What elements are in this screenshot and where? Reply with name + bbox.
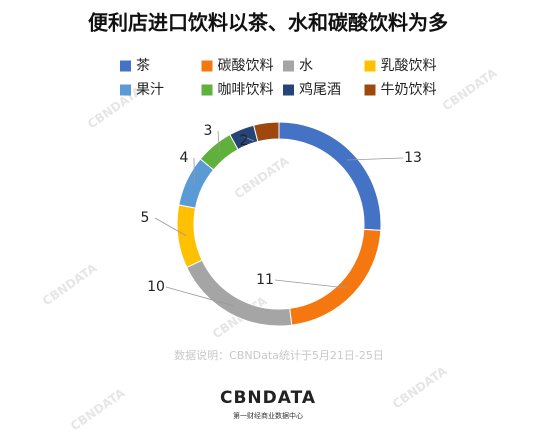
legend-label: 牛奶饮料 <box>381 82 437 98</box>
data-label: 4 <box>180 150 189 166</box>
data-label: 11 <box>256 272 274 288</box>
donut-segment <box>289 228 382 326</box>
legend-label: 果汁 <box>136 82 164 98</box>
data-label: 13 <box>404 150 422 166</box>
legend-swatch <box>120 84 131 96</box>
leader-line <box>165 286 235 307</box>
legend-swatch <box>283 84 294 96</box>
watermark: CBNDATA <box>40 260 100 308</box>
watermark: CBNDATA <box>440 65 500 113</box>
legend-swatch <box>201 60 213 72</box>
logo: CBNDATA <box>220 388 316 408</box>
chart-title: 便利店进口饮料以茶、水和碳酸饮料为多 <box>88 11 448 35</box>
legend-swatch <box>364 84 376 96</box>
data-label: 10 <box>147 279 165 295</box>
donut-segment <box>253 121 280 143</box>
watermark: CBNDATA <box>390 363 450 411</box>
legend-label: 咖啡饮料 <box>218 82 274 98</box>
legend-swatch <box>120 60 131 72</box>
leader-line <box>154 217 187 237</box>
donut-segment <box>178 158 215 209</box>
legend-label: 鸡尾酒 <box>299 81 341 98</box>
leader-line <box>274 279 348 289</box>
donut-segment <box>176 204 203 269</box>
donut-segment <box>186 259 293 327</box>
logo-subtitle: 第一财经商业数据中心 <box>233 411 303 420</box>
legend-label: 茶 <box>136 58 150 74</box>
leader-line <box>347 157 404 161</box>
note: 数据说明：CBNData统计于5月21日-25日 <box>174 348 384 362</box>
leader-line <box>244 136 255 142</box>
data-label: 5 <box>141 210 150 226</box>
watermark: CBNDATA <box>232 153 292 201</box>
data-label: 3 <box>204 123 213 139</box>
data-label: 2 <box>240 133 249 149</box>
leader-line <box>217 130 220 152</box>
donut-segment <box>278 121 382 231</box>
legend-label: 乳酸饮料 <box>381 58 437 74</box>
legend-label: 碳酸饮料 <box>218 58 274 74</box>
legend-swatch <box>283 60 294 72</box>
legend-swatch <box>364 60 376 72</box>
legend-swatch <box>201 84 213 96</box>
watermark: CBNDATA <box>68 385 128 433</box>
legend-label: 水 <box>299 58 313 74</box>
